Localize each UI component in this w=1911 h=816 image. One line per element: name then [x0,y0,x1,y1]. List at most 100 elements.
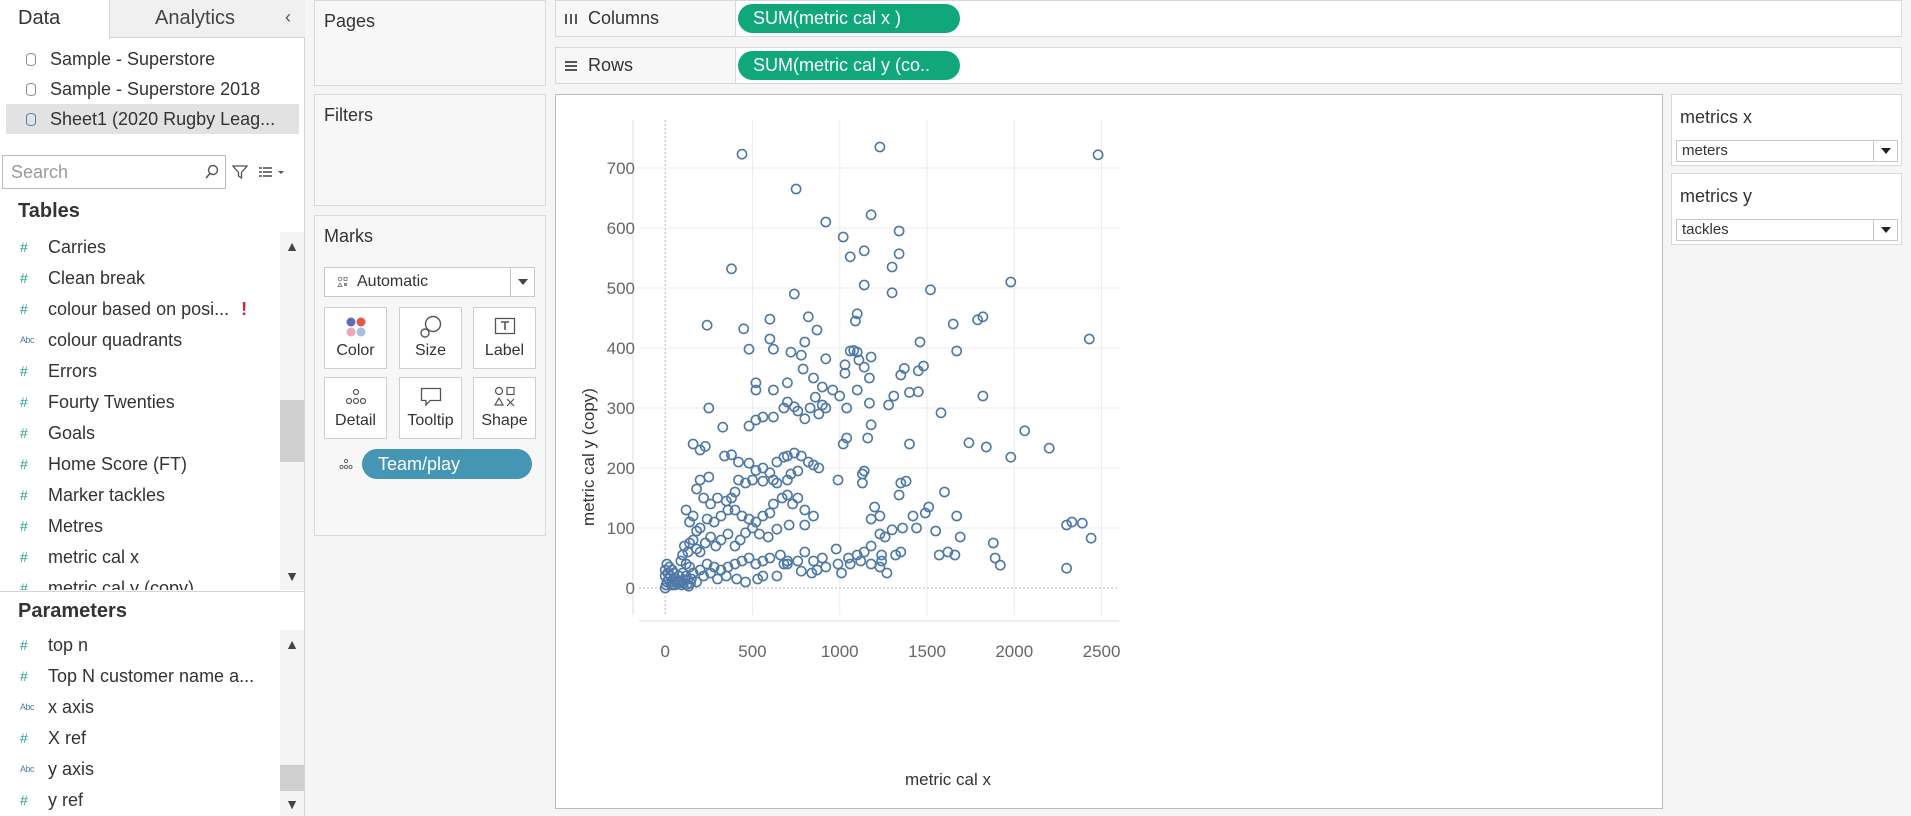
data-point[interactable] [736,535,745,544]
data-point[interactable] [703,321,712,330]
tables-scrollbar[interactable]: ▲ ▼ [280,232,304,590]
data-point[interactable] [783,378,792,387]
scroll-thumb[interactable] [280,765,304,791]
data-point[interactable] [699,493,708,502]
data-point[interactable] [821,217,830,226]
data-point[interactable] [696,475,705,484]
data-point[interactable] [716,535,725,544]
data-point[interactable] [964,438,973,447]
search-input[interactable] [3,156,193,188]
data-point[interactable] [739,324,748,333]
data-point[interactable] [875,511,884,520]
shape-button[interactable]: Shape [473,377,536,439]
data-point[interactable] [1020,426,1029,435]
data-point[interactable] [867,514,876,523]
data-point[interactable] [799,364,808,373]
data-point[interactable] [790,289,799,298]
data-point[interactable] [788,499,797,508]
data-point[interactable] [821,354,830,363]
data-point[interactable] [769,412,778,421]
field-item[interactable]: # Clean break [0,263,280,294]
data-point[interactable] [888,288,897,297]
detail-button[interactable]: Detail [324,377,387,439]
detail-field-pill[interactable]: Team/play [362,449,532,479]
field-item[interactable]: # top n [0,630,280,661]
data-point[interactable] [800,505,809,514]
data-point[interactable] [1085,334,1094,343]
scroll-up-icon[interactable]: ▲ [284,238,300,254]
mark-type-select[interactable]: Automatic [324,267,535,297]
data-point[interactable] [737,150,746,159]
scroll-thumb[interactable] [280,400,304,462]
field-item[interactable]: # y ref [0,785,280,816]
size-button[interactable]: Size [399,307,462,369]
data-point[interactable] [940,487,949,496]
field-item[interactable]: Abc colour quadrants [0,325,280,356]
data-point[interactable] [833,475,842,484]
data-point[interactable] [741,577,750,586]
data-source-item[interactable]: Sample - Superstore [6,44,299,74]
field-item[interactable]: Abc y axis [0,754,280,785]
field-item[interactable]: # Fourty Twenties [0,387,280,418]
chevron-down-icon[interactable] [1873,220,1897,240]
data-point[interactable] [956,532,965,541]
data-point[interactable] [896,478,905,487]
data-point[interactable] [769,499,778,508]
data-point[interactable] [889,391,898,400]
data-point[interactable] [905,439,914,448]
data-point[interactable] [915,337,924,346]
data-point[interactable] [718,423,727,432]
chevron-down-icon[interactable] [1873,141,1897,161]
data-point[interactable] [949,319,958,328]
data-source-item[interactable]: Sample - Superstore 2018 [6,74,299,104]
data-point[interactable] [867,559,876,568]
data-point[interactable] [844,553,853,562]
search-icon[interactable] [205,164,219,180]
data-point[interactable] [888,262,897,271]
data-point[interactable] [935,550,944,559]
data-point[interactable] [800,547,809,556]
field-item[interactable]: # metric cal y (copy) [0,573,280,590]
data-point[interactable] [1045,444,1054,453]
data-point[interactable] [877,556,886,565]
data-point[interactable] [952,511,961,520]
data-point[interactable] [858,478,867,487]
data-point[interactable] [875,142,884,151]
data-point[interactable] [727,264,736,273]
metrics-x-select[interactable]: meters [1676,140,1898,162]
field-item[interactable]: # X ref [0,723,280,754]
data-point[interactable] [809,373,818,382]
rows-shelf[interactable]: Rows SUM(metric cal y (co.. [555,47,1902,84]
label-button[interactable]: Label [473,307,536,369]
data-point[interactable] [870,502,879,511]
scroll-down-icon[interactable]: ▼ [284,796,300,812]
data-point[interactable] [902,477,911,486]
data-point[interactable] [769,345,778,354]
view-options-icon[interactable] [258,164,286,180]
scroll-up-icon[interactable]: ▲ [284,636,300,652]
data-point[interactable] [863,433,872,442]
data-point[interactable] [996,561,1005,570]
data-point[interactable] [786,348,795,357]
data-point[interactable] [812,325,821,334]
data-point[interactable] [800,414,809,423]
data-point[interactable] [882,568,891,577]
color-button[interactable]: Color [324,307,387,369]
filter-icon[interactable] [232,164,248,180]
data-point[interactable] [734,457,743,466]
field-item[interactable]: # Home Score (FT) [0,449,280,480]
data-point[interactable] [936,408,945,417]
data-point[interactable] [706,532,715,541]
data-point[interactable] [846,252,855,261]
field-item[interactable]: # Marker tackles [0,480,280,511]
data-point[interactable] [818,382,827,391]
data-point[interactable] [818,553,827,562]
tab-analytics[interactable]: Analytics [110,0,280,38]
data-point[interactable] [764,532,773,541]
data-point[interactable] [865,399,874,408]
data-point[interactable] [682,505,691,514]
data-point[interactable] [821,562,830,571]
data-point[interactable] [853,385,862,394]
data-point[interactable] [765,334,774,343]
data-point[interactable] [908,511,917,520]
